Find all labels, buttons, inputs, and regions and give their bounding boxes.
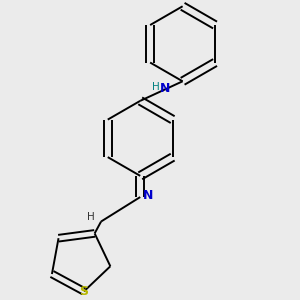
Text: H: H [87,212,95,222]
Text: H: H [152,82,159,92]
Text: N: N [143,189,154,202]
Text: N: N [160,82,170,95]
Text: S: S [80,285,88,298]
